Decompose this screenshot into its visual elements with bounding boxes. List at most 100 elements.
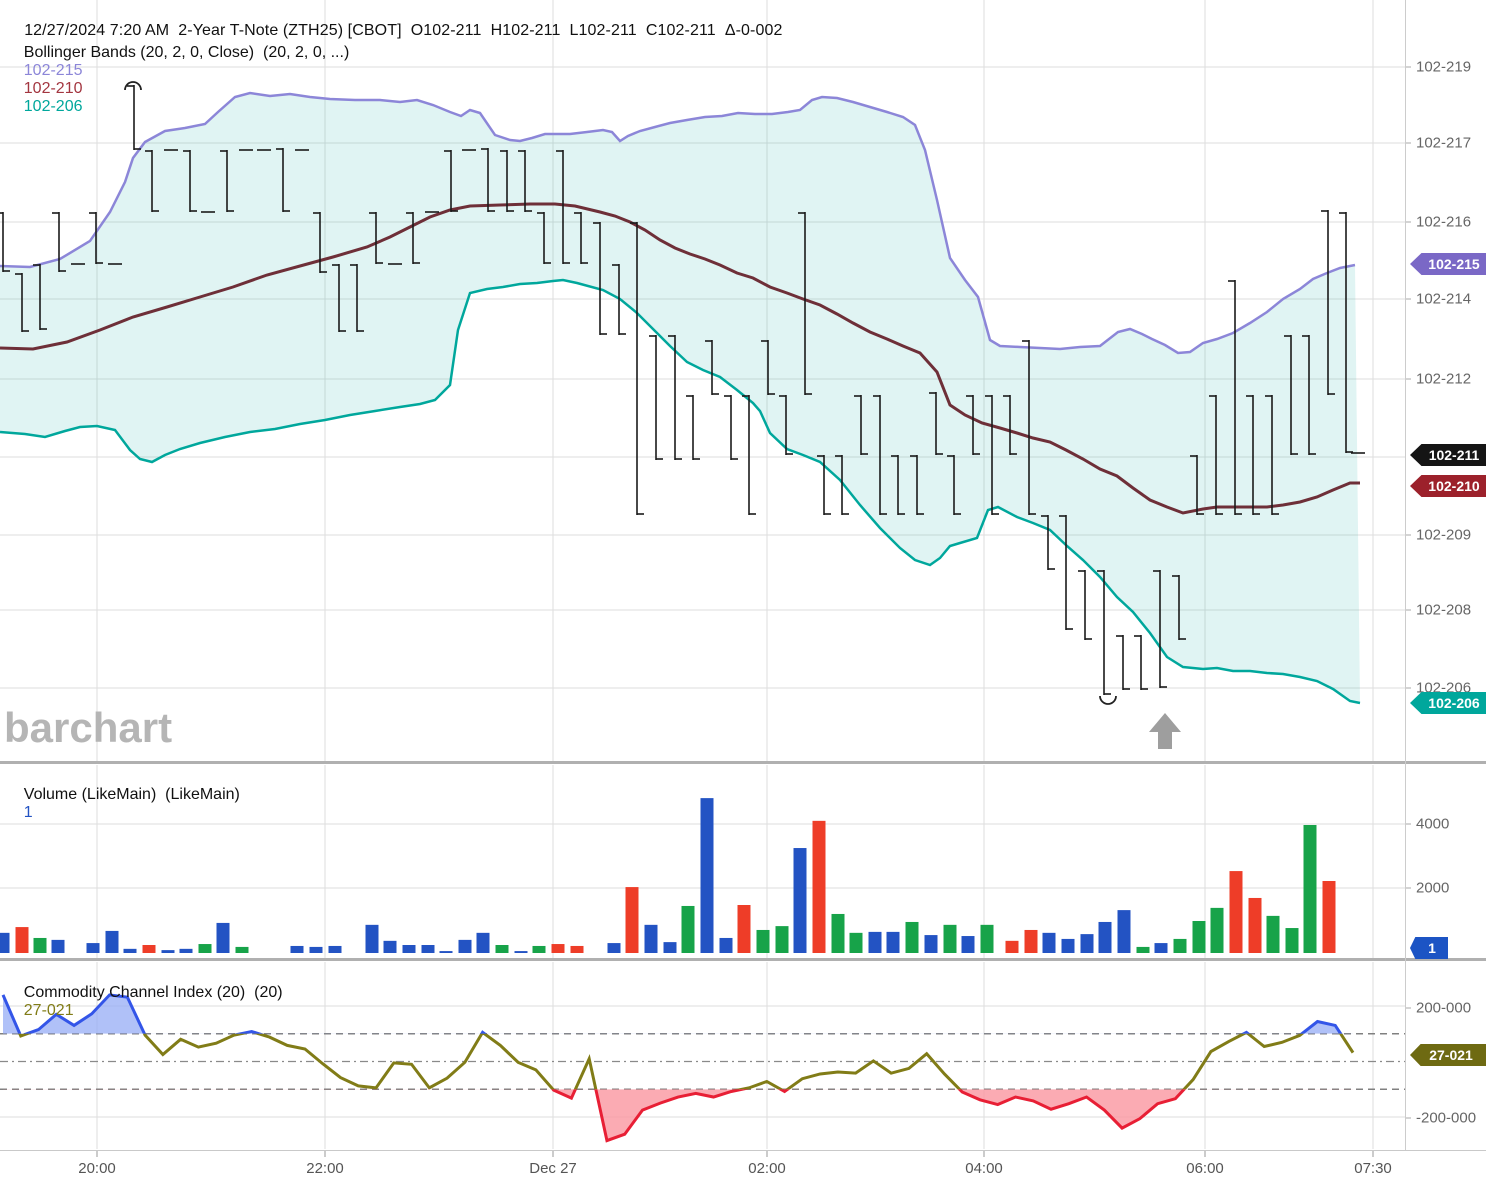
volume-bar[interactable] [570, 945, 584, 953]
volume-bar[interactable] [1154, 943, 1168, 953]
panel-divider-volume-cci[interactable] [0, 958, 1486, 961]
volume-bar[interactable] [625, 887, 639, 953]
price-badge-102-206: 102-206 [1410, 692, 1486, 714]
volume-bar[interactable] [700, 798, 714, 953]
volume-bar[interactable] [1117, 910, 1131, 953]
volume-bar[interactable] [1080, 934, 1094, 953]
cci-label[interactable]: Commodity Channel Index (20) (20) [23, 984, 283, 1001]
volume-bar[interactable] [886, 931, 900, 953]
volume-bar[interactable] [179, 948, 193, 953]
time-tick-label[interactable]: 02:00 [748, 1160, 786, 1177]
volume-bar[interactable] [1192, 921, 1206, 953]
volume-bar[interactable] [1136, 946, 1150, 953]
volume-bar[interactable] [1322, 881, 1336, 953]
price-badge-102-215: 102-215 [1410, 253, 1486, 275]
time-tick-label[interactable]: 07:30 [1354, 1160, 1392, 1177]
volume-bar[interactable] [532, 945, 546, 953]
volume-bar[interactable] [1266, 915, 1280, 953]
price-badge-27-021: 27-021 [1410, 1044, 1486, 1066]
volume-bar[interactable] [476, 932, 490, 953]
volume-bar[interactable] [924, 935, 938, 953]
volume-bar[interactable] [198, 944, 212, 953]
bollinger-middle-value: 102-210 [23, 80, 83, 97]
volume-bar[interactable] [775, 926, 789, 953]
volume-bar[interactable] [681, 905, 695, 953]
volume-bar[interactable] [961, 936, 975, 953]
volume-bar[interactable] [1210, 907, 1224, 953]
volume-bar[interactable] [1024, 929, 1038, 953]
volume-bar[interactable] [421, 945, 435, 953]
volume-bar[interactable] [309, 946, 323, 953]
volume-bar[interactable] [868, 931, 882, 953]
volume-bar[interactable] [514, 951, 528, 953]
time-tick-label[interactable]: 06:00 [1186, 1160, 1224, 1177]
cci-panel-header: Commodity Channel Index (20) (20) 27-021 [6, 966, 291, 1038]
volume-bars [0, 798, 1336, 953]
volume-bar[interactable] [1098, 921, 1112, 953]
bollinger-middle-line [0, 202, 1360, 515]
volume-bar[interactable] [551, 944, 565, 953]
bollinger-lower-value: 102-206 [23, 98, 83, 115]
volume-bar[interactable] [1285, 928, 1299, 953]
volume-bar[interactable] [51, 939, 65, 953]
volume-bar[interactable] [458, 939, 472, 953]
volume-bar[interactable] [216, 922, 230, 953]
volume-bar[interactable] [905, 921, 919, 953]
volume-bar[interactable] [142, 945, 156, 953]
volume-bar[interactable] [1248, 897, 1262, 953]
volume-bar[interactable] [756, 929, 770, 953]
volume-bar[interactable] [15, 927, 29, 953]
volume-bar[interactable] [737, 905, 751, 953]
volume-bar[interactable] [402, 945, 416, 953]
bollinger-upper-value: 102-215 [23, 62, 83, 79]
volume-bar[interactable] [235, 946, 249, 953]
gridlines [0, 0, 1411, 1157]
volume-bar[interactable] [607, 943, 621, 953]
volume-bar[interactable] [86, 943, 100, 953]
volume-bar[interactable] [383, 940, 397, 953]
volume-bar[interactable] [663, 942, 677, 953]
volume-bar[interactable] [812, 820, 826, 953]
volume-bar[interactable] [495, 945, 509, 953]
volume-bar[interactable] [849, 932, 863, 953]
volume-bar[interactable] [0, 932, 10, 953]
volume-bar[interactable] [123, 948, 137, 953]
volume-bar[interactable] [328, 945, 342, 953]
cci-plot [1, 993, 1355, 1143]
volume-bar[interactable] [161, 950, 175, 953]
bollinger-lower-line [0, 278, 1361, 705]
bollinger-label[interactable]: Bollinger Bands (20, 2, 0, Close) (20, 2… [23, 44, 350, 61]
axis-tick-label: 102-216 [1416, 213, 1472, 231]
axis-tick-label: 102-209 [1416, 526, 1472, 544]
volume-bar[interactable] [793, 848, 807, 953]
price-badge-102-211: 102-211 [1410, 444, 1486, 466]
volume-bar[interactable] [33, 937, 47, 953]
volume-bar[interactable] [1005, 940, 1019, 953]
time-tick-label[interactable]: 04:00 [965, 1160, 1003, 1177]
volume-bar[interactable] [1173, 938, 1187, 953]
volume-bar[interactable] [105, 930, 119, 953]
volume-bar[interactable] [1042, 932, 1056, 953]
axis-tick-label: 102-214 [1416, 290, 1472, 308]
volume-bar[interactable] [365, 924, 379, 953]
volume-bar[interactable] [290, 945, 304, 953]
volume-bar[interactable] [1303, 825, 1317, 953]
volume-bar[interactable] [1229, 871, 1243, 953]
volume-bar[interactable] [831, 913, 845, 953]
time-tick-label[interactable]: 20:00 [78, 1160, 116, 1177]
volume-bar[interactable] [943, 924, 957, 953]
time-tick-label[interactable]: 22:00 [306, 1160, 344, 1177]
axis-tick-label: 102-208 [1416, 601, 1472, 619]
volume-bar[interactable] [1061, 938, 1075, 953]
volume-label[interactable]: Volume (LikeMain) (LikeMain) [23, 786, 240, 803]
volume-bar[interactable] [719, 937, 733, 953]
bollinger-band-lines [0, 91, 1361, 705]
volume-bar[interactable] [644, 924, 658, 953]
volume-bar[interactable] [439, 951, 453, 953]
bollinger-band-fill [0, 93, 1360, 703]
volume-bar[interactable] [980, 924, 994, 953]
panel-divider-main-volume[interactable] [0, 761, 1486, 764]
time-tick-label[interactable]: Dec 27 [529, 1160, 577, 1177]
